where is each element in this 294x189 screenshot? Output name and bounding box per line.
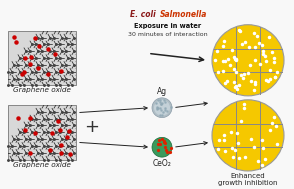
Text: E. coli: E. coli [130, 10, 156, 19]
FancyBboxPatch shape [8, 105, 76, 160]
Text: CeO₂: CeO₂ [153, 159, 171, 168]
Text: 30 minutes of interaction: 30 minutes of interaction [128, 32, 208, 36]
Text: Salmonella: Salmonella [160, 10, 207, 19]
Circle shape [212, 25, 284, 96]
Text: Graphene oxide: Graphene oxide [13, 88, 71, 93]
Text: +: + [84, 119, 99, 136]
Circle shape [212, 100, 284, 171]
Circle shape [152, 137, 172, 157]
Text: Graphene oxide: Graphene oxide [13, 162, 71, 168]
Circle shape [152, 98, 172, 118]
FancyBboxPatch shape [8, 31, 76, 85]
Text: Exposure in water: Exposure in water [134, 23, 202, 29]
Circle shape [154, 100, 170, 116]
Text: Enhanced
growth inhibition: Enhanced growth inhibition [218, 173, 278, 186]
Text: Ag: Ag [157, 87, 167, 96]
